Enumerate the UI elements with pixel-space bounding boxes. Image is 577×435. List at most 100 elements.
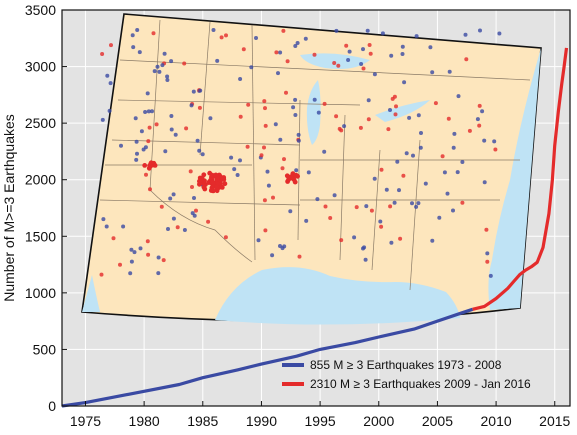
earthquake-dot — [295, 41, 300, 45]
earthquake-dot — [280, 166, 285, 171]
earthquake-dot — [359, 62, 364, 66]
earthquake-dot — [312, 97, 317, 102]
earthquake-dot — [452, 131, 457, 136]
earthquake-dot — [296, 132, 301, 137]
earthquake-dot-cluster — [148, 163, 154, 169]
earthquake-dot — [151, 31, 156, 36]
earthquake-dot — [133, 116, 138, 121]
earthquake-dot — [169, 114, 174, 118]
earthquake-dot — [235, 173, 240, 177]
earthquake-dot — [241, 47, 246, 52]
earthquake-dot — [215, 58, 220, 63]
earthquake-dot — [161, 258, 166, 263]
earthquake-dot — [273, 122, 278, 127]
earthquake-dot — [482, 180, 487, 185]
earthquake-dot — [389, 240, 394, 245]
earthquake-dot — [312, 52, 317, 57]
earthquake-dot — [208, 116, 213, 121]
earthquake-dot — [379, 167, 384, 172]
earthquake-dot — [169, 127, 174, 132]
earthquake-dot — [446, 116, 451, 121]
earthquake-dot — [262, 145, 266, 150]
y-tick-label: 3500 — [25, 2, 56, 18]
earthquake-dot — [451, 208, 455, 213]
pacific-corner — [82, 275, 100, 312]
earthquake-dot — [368, 51, 373, 56]
earthquake-dot — [322, 149, 327, 154]
x-tick-label: 2015 — [539, 413, 570, 429]
earthquake-dot — [334, 28, 339, 33]
earthquake-dot — [411, 153, 415, 158]
earthquake-dot — [282, 244, 287, 249]
earthquake-dot — [281, 28, 286, 33]
earthquake-dot — [152, 69, 157, 74]
x-tick-label: 2000 — [363, 413, 394, 429]
earthquake-dot — [229, 155, 234, 160]
earthquake-dot — [238, 158, 242, 163]
earthquake-dot — [100, 52, 105, 56]
earthquake-dot — [365, 28, 370, 33]
earthquake-dot — [344, 43, 349, 48]
earthquake-dot — [263, 123, 268, 128]
earthquake-dot — [480, 109, 485, 114]
earthquake-dot — [379, 224, 384, 229]
x-tick-label: 1975 — [70, 413, 101, 429]
earthquake-dot — [128, 271, 133, 276]
earthquake-dot — [198, 88, 203, 93]
gulf-of-mexico — [215, 267, 460, 325]
earthquake-dot — [332, 61, 337, 65]
earthquake-dot — [478, 28, 482, 33]
earthquake-dot — [175, 225, 180, 230]
earthquake-dot — [414, 34, 419, 39]
earthquake-dot — [477, 103, 482, 108]
earthquake-dot — [334, 114, 339, 119]
earthquake-dot — [482, 138, 487, 143]
earthquake-dot — [361, 66, 366, 71]
earthquake-dot — [394, 104, 398, 109]
earthquake-dot — [165, 74, 170, 79]
earthquake-dot — [347, 49, 352, 54]
earthquake-dot — [316, 110, 321, 115]
earthquake-dot — [190, 185, 194, 189]
earthquake-dot — [111, 236, 116, 241]
earthquake-dot — [138, 246, 143, 251]
earthquake-dot — [430, 238, 435, 243]
earthquake-dot — [467, 128, 472, 133]
y-tick-label: 2000 — [25, 172, 56, 188]
x-tick-label: 1985 — [187, 413, 218, 429]
great-lakes-north — [300, 53, 370, 69]
earthquake-dot-cluster — [202, 186, 208, 192]
earthquake-dot — [238, 77, 243, 81]
earthquake-dot — [192, 196, 196, 200]
earthquake-dot — [492, 139, 497, 144]
earthquake-dot-cluster — [209, 172, 215, 178]
earthquake-dot — [366, 98, 371, 103]
earthquake-dot — [293, 113, 298, 117]
earthquake-dot — [392, 200, 397, 205]
earthquake-dot — [168, 196, 173, 201]
earthquake-dot — [224, 33, 228, 38]
earthquake-dot — [108, 81, 113, 86]
earthquake-dot — [155, 64, 160, 69]
earthquake-dot — [388, 204, 393, 209]
earthquake-dot — [165, 78, 170, 82]
earthquake-dot — [285, 59, 290, 64]
axis-ticks: 0 500 1000 1500 2000 2500 3000 3500 1975 1980 1985… — [25, 2, 571, 429]
earthquake-dots — [99, 28, 502, 278]
earthquake-dot — [423, 181, 428, 186]
earthquake-dot — [337, 126, 342, 131]
x-tick-label: 1995 — [305, 413, 336, 429]
earthquake-dot-cluster — [210, 180, 216, 185]
earthquake-dot — [410, 201, 414, 206]
earthquake-dot — [135, 151, 139, 156]
state-borders — [99, 19, 531, 291]
earthquake-dot — [460, 200, 465, 205]
earthquake-dot — [416, 113, 421, 118]
earthquake-dot — [400, 44, 405, 49]
y-tick-label: 0 — [48, 398, 56, 414]
earthquake-dot — [270, 253, 275, 258]
inset-map — [81, 13, 542, 325]
earthquake-dot — [219, 35, 224, 40]
earthquake-dot — [129, 259, 134, 264]
earthquake-dot — [402, 80, 407, 85]
